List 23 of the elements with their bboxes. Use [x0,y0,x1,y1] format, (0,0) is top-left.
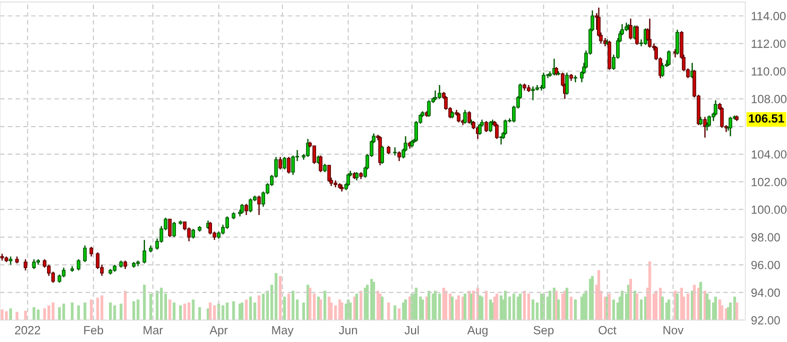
y-tick-label: 102.00 [752,178,786,186]
x-tick-label: Apr [210,326,228,337]
y-tick-label: 100.00 [752,206,786,214]
annotation: 106.51 [749,114,784,123]
x-tick-label: Jun [338,326,357,334]
x-tick-label: Sep [534,326,554,337]
x-tick-label: Oct [598,326,616,334]
y-tick-label: 96.00 [751,260,780,270]
y-tick-label: 114.00 [752,12,786,20]
x-tick-label: Aug [467,326,488,337]
x-tick-label: Mar [144,326,163,334]
x-tick-label: Nov [664,326,684,334]
x-tick-label: 2022 [15,326,40,334]
y-tick-label: 92.00 [751,316,780,325]
x-tick-label: Feb [84,326,104,334]
y-tick-label: 112.00 [752,40,786,48]
y-tick-label: 110.00 [752,67,786,76]
y-tick-label: 104.00 [752,150,786,159]
y-tick-label: 94.00 [751,288,780,297]
y-tick-label: 108.00 [752,94,786,104]
x-tick-label: May [272,326,294,337]
y-tick-label: 98.00 [751,233,780,242]
x-tick-label: Jul [404,326,419,334]
